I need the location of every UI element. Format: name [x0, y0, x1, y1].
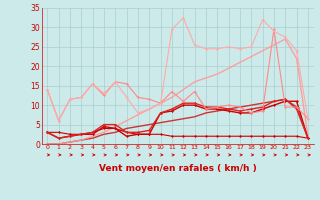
X-axis label: Vent moyen/en rafales ( km/h ): Vent moyen/en rafales ( km/h )	[99, 164, 256, 173]
